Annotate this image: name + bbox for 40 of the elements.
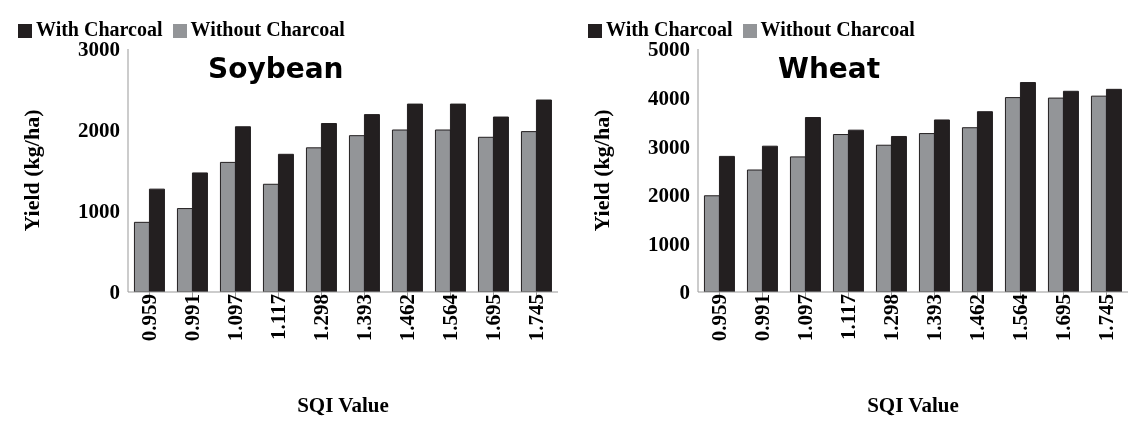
y-tick-label: 3000 xyxy=(78,37,120,62)
legend-label: With Charcoal xyxy=(606,18,733,40)
x-tick-label: 1.745 xyxy=(524,294,549,342)
x-tick-label: 1.462 xyxy=(965,294,990,342)
legend-label: Without Charcoal xyxy=(190,18,345,40)
x-tick-label: 1.564 xyxy=(1008,293,1033,342)
y-axis-title: Yield (kg/ha) xyxy=(588,109,614,232)
x-tick-label: 1.097 xyxy=(793,294,818,342)
y-axis-title: Yield (kg/ha) xyxy=(18,109,44,232)
x-tick-label: 1.298 xyxy=(309,294,334,342)
x-tick-label: 1.393 xyxy=(922,294,947,342)
legend-label: With Charcoal xyxy=(36,18,163,40)
x-tick-label: 0.959 xyxy=(137,294,162,342)
x-tick-label: 1.695 xyxy=(481,294,506,342)
x-tick-label: 0.991 xyxy=(750,294,775,342)
x-tick-label: 1.117 xyxy=(266,294,291,341)
y-tick-label: 0 xyxy=(109,280,120,305)
chart-title: Soybean xyxy=(208,52,344,85)
y-tick-label: 2000 xyxy=(78,118,120,143)
x-tick-label: 0.991 xyxy=(180,294,205,342)
y-tick-label: 4000 xyxy=(648,86,690,111)
y-tick-label: 3000 xyxy=(648,134,690,159)
x-axis-title: SQI Value xyxy=(867,393,959,417)
legend-label: Without Charcoal xyxy=(760,18,915,40)
x-tick-label: 1.393 xyxy=(352,294,377,342)
x-tick-label: 1.462 xyxy=(395,294,420,342)
y-tick-label: 5000 xyxy=(648,37,690,62)
y-tick-label: 2000 xyxy=(648,183,690,208)
y-tick-label: 0 xyxy=(679,280,690,305)
chart-title: Wheat xyxy=(778,52,881,85)
y-tick-label: 1000 xyxy=(648,231,690,256)
x-axis-title: SQI Value xyxy=(297,393,389,417)
x-tick-label: 1.745 xyxy=(1094,294,1119,342)
x-tick-label: 1.695 xyxy=(1051,294,1076,342)
y-tick-label: 1000 xyxy=(78,199,120,224)
x-tick-label: 0.959 xyxy=(707,294,732,342)
x-tick-label: 1.117 xyxy=(836,294,861,341)
x-tick-label: 1.564 xyxy=(438,293,463,342)
x-tick-label: 1.097 xyxy=(223,294,248,342)
x-tick-label: 1.298 xyxy=(879,294,904,342)
